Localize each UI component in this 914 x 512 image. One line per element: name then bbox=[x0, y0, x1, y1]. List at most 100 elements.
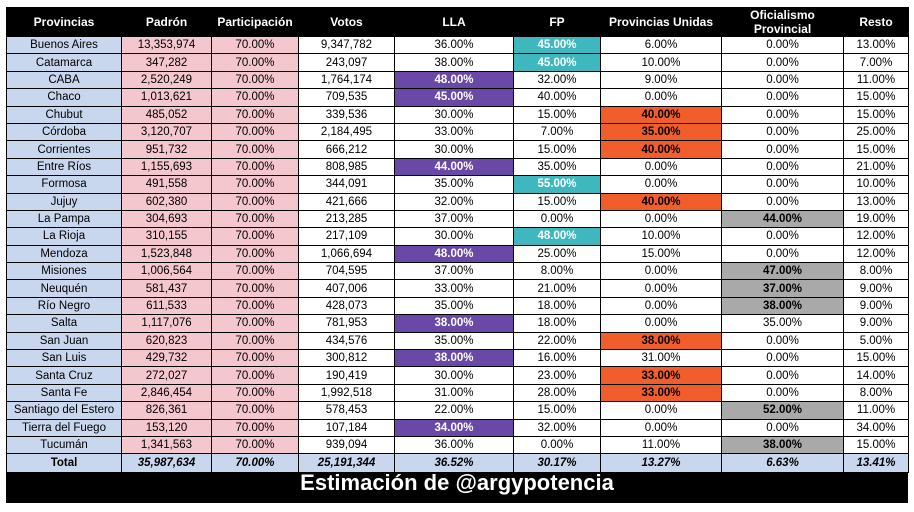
fp-cell: 48.00% bbox=[513, 227, 601, 246]
header-participacion: Participación bbox=[211, 7, 299, 37]
padron-cell: 826,361 bbox=[121, 401, 212, 420]
padron-cell: 1,155,693 bbox=[121, 157, 212, 177]
oficialismo-provincial-cell: 0.00% bbox=[721, 331, 844, 351]
province-cell: Chaco bbox=[6, 88, 122, 107]
header-oficialismo-provincial: Oficialismo Provincial bbox=[721, 7, 844, 37]
votos-cell: 428,073 bbox=[298, 296, 395, 316]
resto-cell: 13.00% bbox=[843, 35, 909, 55]
resto-cell: 7.00% bbox=[843, 53, 909, 72]
table-row: La Rioja 310,155 70.00% 217,109 30.00% 48.00%… bbox=[6, 227, 909, 246]
fp-cell: 16.00% bbox=[513, 349, 601, 368]
votos-cell: 407,006 bbox=[298, 279, 395, 298]
votos-cell: 107,184 bbox=[298, 418, 395, 437]
province-cell: Tucumán bbox=[6, 435, 122, 455]
total-row: Total 35,987,634 70.00% 25,191,344 36.52… bbox=[6, 453, 909, 474]
participacion-cell: 70.00% bbox=[211, 244, 299, 264]
oficialismo-provincial-cell: 0.00% bbox=[721, 383, 844, 403]
provincias-unidas-cell: 40.00% bbox=[600, 192, 722, 211]
provincias-unidas-cell: 0.00% bbox=[600, 175, 722, 194]
participacion-cell: 70.00% bbox=[211, 296, 299, 316]
header-resto: Resto bbox=[843, 7, 909, 37]
total-lla: 36.52% bbox=[394, 453, 514, 474]
participacion-cell: 70.00% bbox=[211, 279, 299, 298]
padron-cell: 13,353,974 bbox=[121, 35, 212, 55]
province-cell: Salta bbox=[6, 314, 122, 333]
padron-cell: 491,558 bbox=[121, 175, 212, 194]
padron-cell: 3,120,707 bbox=[121, 122, 212, 142]
table-row: Santiago del Estero 826,361 70.00% 578,453 2… bbox=[6, 401, 909, 420]
lla-cell: 48.00% bbox=[394, 244, 514, 264]
fp-cell: 32.00% bbox=[513, 418, 601, 437]
provincias-unidas-cell: 0.00% bbox=[600, 296, 722, 316]
participacion-cell: 70.00% bbox=[211, 70, 299, 90]
table-row: Chubut 485,052 70.00% 339,536 30.00% 15.00% 40… bbox=[6, 105, 909, 124]
lla-cell: 36.00% bbox=[394, 435, 514, 455]
resto-cell: 19.00% bbox=[843, 209, 909, 229]
oficialismo-provincial-cell: 0.00% bbox=[721, 88, 844, 107]
oficialismo-provincial-cell: 38.00% bbox=[721, 296, 844, 316]
province-cell: Chubut bbox=[6, 105, 122, 124]
fp-cell: 45.00% bbox=[513, 35, 601, 55]
resto-cell: 25.00% bbox=[843, 122, 909, 142]
resto-cell: 8.00% bbox=[843, 262, 909, 281]
resto-cell: 9.00% bbox=[843, 279, 909, 298]
participacion-cell: 70.00% bbox=[211, 53, 299, 72]
lla-cell: 38.00% bbox=[394, 314, 514, 333]
provincias-unidas-cell: 0.00% bbox=[600, 209, 722, 229]
padron-cell: 2,846,454 bbox=[121, 383, 212, 403]
provincias-unidas-cell: 0.00% bbox=[600, 262, 722, 281]
lla-cell: 36.00% bbox=[394, 35, 514, 55]
votos-cell: 2,184,495 bbox=[298, 122, 395, 142]
resto-cell: 11.00% bbox=[843, 401, 909, 420]
provincias-unidas-cell: 40.00% bbox=[600, 105, 722, 124]
votos-cell: 1,992,518 bbox=[298, 383, 395, 403]
lla-cell: 33.00% bbox=[394, 122, 514, 142]
provincias-unidas-cell: 0.00% bbox=[600, 314, 722, 333]
votos-cell: 9,347,782 bbox=[298, 35, 395, 55]
header-padron: Padrón bbox=[121, 7, 212, 37]
oficialismo-provincial-cell: 0.00% bbox=[721, 70, 844, 90]
fp-cell: 15.00% bbox=[513, 140, 601, 159]
province-cell: La Rioja bbox=[6, 227, 122, 246]
province-cell: Córdoba bbox=[6, 122, 122, 142]
oficialismo-provincial-cell: 0.00% bbox=[721, 418, 844, 437]
province-cell: Misiones bbox=[6, 262, 122, 281]
oficialismo-provincial-cell: 37.00% bbox=[721, 279, 844, 298]
total-padron: 35,987,634 bbox=[121, 453, 212, 474]
votos-cell: 190,419 bbox=[298, 366, 395, 385]
province-cell: San Juan bbox=[6, 331, 122, 351]
table-body: Buenos Aires 13,353,974 70.00% 9,347,782 36.… bbox=[6, 35, 909, 455]
votos-cell: 300,812 bbox=[298, 349, 395, 368]
table-row: Buenos Aires 13,353,974 70.00% 9,347,782 36.… bbox=[6, 35, 909, 55]
fp-cell: 32.00% bbox=[513, 70, 601, 90]
resto-cell: 15.00% bbox=[843, 88, 909, 107]
participacion-cell: 70.00% bbox=[211, 227, 299, 246]
oficialismo-provincial-cell: 0.00% bbox=[721, 140, 844, 159]
total-participacion: 70.00% bbox=[211, 453, 299, 474]
total-fp: 30.17% bbox=[513, 453, 601, 474]
results-table: Provincias Padrón Participación Votos LL… bbox=[6, 7, 909, 474]
padron-cell: 485,052 bbox=[121, 105, 212, 124]
lla-cell: 35.00% bbox=[394, 175, 514, 194]
table-row: Catamarca 347,282 70.00% 243,097 38.00% 45.00… bbox=[6, 53, 909, 72]
resto-cell: 5.00% bbox=[843, 331, 909, 351]
votos-cell: 808,985 bbox=[298, 157, 395, 177]
lla-cell: 34.00% bbox=[394, 418, 514, 437]
padron-cell: 272,027 bbox=[121, 366, 212, 385]
provincias-unidas-cell: 0.00% bbox=[600, 418, 722, 437]
oficialismo-provincial-cell: 0.00% bbox=[721, 105, 844, 124]
votos-cell: 781,953 bbox=[298, 314, 395, 333]
lla-cell: 44.00% bbox=[394, 157, 514, 177]
votos-cell: 1,764,174 bbox=[298, 70, 395, 90]
resto-cell: 15.00% bbox=[843, 435, 909, 455]
lla-cell: 48.00% bbox=[394, 70, 514, 90]
province-cell: Mendoza bbox=[6, 244, 122, 264]
oficialismo-provincial-cell: 0.00% bbox=[721, 349, 844, 368]
padron-cell: 581,437 bbox=[121, 279, 212, 298]
fp-cell: 7.00% bbox=[513, 122, 601, 142]
votos-cell: 421,666 bbox=[298, 192, 395, 211]
fp-cell: 45.00% bbox=[513, 53, 601, 72]
fp-cell: 55.00% bbox=[513, 175, 601, 194]
padron-cell: 620,823 bbox=[121, 331, 212, 351]
votos-cell: 217,109 bbox=[298, 227, 395, 246]
